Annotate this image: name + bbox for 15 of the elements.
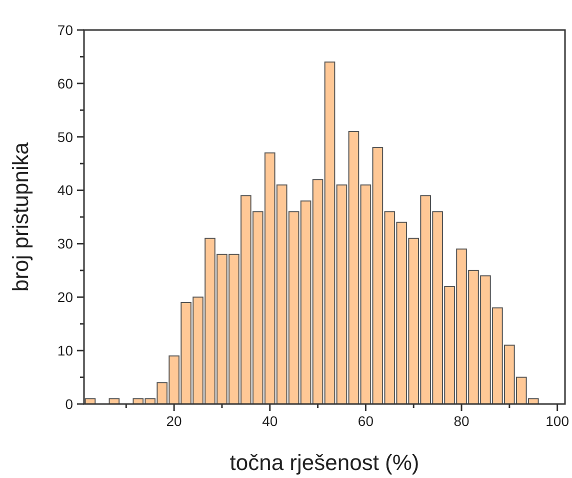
y-tick-label: 60 <box>57 75 74 92</box>
y-tick-label: 50 <box>57 128 74 145</box>
y-tick-label: 20 <box>57 289 74 306</box>
x-tick-label: 80 <box>454 413 470 429</box>
y-tick-label: 40 <box>57 182 74 198</box>
y-tick-label: 30 <box>57 236 74 252</box>
x-axis-title: točna rješenost (%) <box>230 450 420 475</box>
x-tick-label: 20 <box>166 413 182 429</box>
x-tick-label: 60 <box>358 413 374 429</box>
y-tick-label: 0 <box>65 396 74 412</box>
y-tick-label: 70 <box>57 22 74 38</box>
x-tick-label: 40 <box>262 413 278 429</box>
y-tick-label: 10 <box>57 342 74 358</box>
y-axis-title: broj pristupnika <box>8 142 33 292</box>
x-tick-label: 100 <box>546 413 570 429</box>
